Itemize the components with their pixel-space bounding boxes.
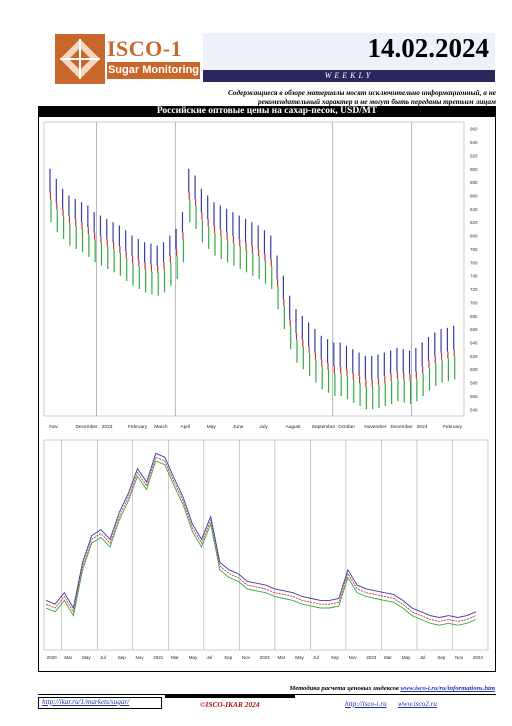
x-tick-label: 2021: [153, 655, 164, 660]
x-tick-label: February: [443, 424, 463, 430]
y-tick-label: 700: [470, 300, 478, 305]
x-tick-label: 2024: [473, 655, 484, 660]
series-line: [45, 460, 477, 626]
y-tick-label: 900: [470, 167, 478, 172]
x-tick-label: Mar: [278, 655, 286, 660]
plot-area: [43, 121, 465, 417]
y-tick-label: 760: [470, 260, 478, 265]
series-line: [45, 456, 477, 622]
x-tick-label: Sep: [331, 655, 340, 660]
y-tick-label: 600: [470, 367, 478, 372]
frequency-label: WEEKLY: [324, 71, 374, 80]
x-tick-label: Nov: [135, 655, 144, 660]
isco-link[interactable]: http://isco-i.ru: [345, 700, 387, 708]
x-tick-label: May: [295, 655, 304, 660]
x-tick-label: May: [82, 655, 91, 660]
series-line: [45, 452, 477, 618]
logo-name: ISCO-1: [107, 36, 183, 61]
x-tick-label: Sep: [437, 655, 446, 660]
y-tick-label: 560: [470, 394, 478, 399]
y-tick-label: 720: [470, 287, 478, 292]
y-tick-label: 580: [470, 381, 478, 386]
x-tick-label: Sep: [118, 655, 127, 660]
x-tick-label: Mar: [64, 655, 72, 660]
y-tick-label: 660: [470, 327, 478, 332]
x-tick-label: February: [128, 424, 148, 430]
y-tick-label: 880: [470, 180, 478, 185]
y-tick-label: 540: [470, 407, 478, 412]
isco2-link[interactable]: www.isco2.ru: [398, 700, 438, 708]
footer-accent-bar: [165, 695, 295, 698]
x-tick-label: Jul: [420, 655, 426, 660]
x-tick-label: May: [402, 655, 411, 660]
x-tick-label: Mar: [171, 655, 179, 660]
y-tick-label: 860: [470, 194, 478, 199]
x-tick-label: 2023: [102, 424, 113, 430]
footer-divider: [38, 694, 496, 695]
y-tick-label: 820: [470, 220, 478, 225]
x-tick-label: 2020: [47, 655, 58, 660]
copyright-text: ©ISCO-IKAR 2024: [200, 700, 260, 709]
y-tick-label: 800: [470, 234, 478, 239]
x-tick-label: Nov: [349, 655, 358, 660]
x-tick-label: July: [259, 424, 268, 430]
x-tick-label: December: [76, 424, 99, 430]
y-tick-label: 640: [470, 341, 478, 346]
x-tick-label: May: [207, 424, 217, 430]
frequency-bar: WEEKLY: [203, 70, 495, 82]
x-tick-label: September: [312, 424, 336, 430]
x-tick-label: Jul: [207, 655, 213, 660]
y-tick-label: 740: [470, 274, 478, 279]
x-tick-label: April: [181, 424, 191, 430]
x-tick-label: Nov: [242, 655, 251, 660]
methodology-text: Методика расчета ценовых индексов: [289, 685, 399, 692]
y-tick-label: 960: [470, 127, 478, 132]
report-date: 14.02.2024: [367, 33, 490, 63]
methodology-line: Методика расчета ценовых индексов www.is…: [270, 685, 495, 692]
methodology-link[interactable]: www.isco-i.ru/ru/informations.htm: [400, 685, 495, 692]
plot-area: [43, 439, 489, 651]
y-tick-label: 920: [470, 153, 478, 158]
y-tick-label: 940: [470, 140, 478, 145]
logo: ISCO-1 Sugar Monitoring: [55, 32, 200, 86]
x-tick-label: Nov: [49, 424, 58, 430]
price-range-chart: 960 940 920 900 880 860 840 820 800 780 760 740 720 7…: [43, 121, 478, 430]
x-tick-label: Sep: [224, 655, 233, 660]
x-tick-label: Jul: [100, 655, 106, 660]
y-tick-label: 620: [470, 354, 478, 359]
x-tick-label: 2024: [417, 424, 428, 430]
logo-diamond-icon: [55, 34, 105, 84]
y-tick-label: 680: [470, 314, 478, 319]
x-tick-label: June: [233, 424, 244, 430]
x-tick-label: October: [338, 424, 355, 430]
x-tick-label: May: [189, 655, 198, 660]
x-tick-label: December: [391, 424, 414, 430]
ikar-link[interactable]: http://ikar.ru/1/markets/sugar/: [42, 698, 130, 706]
x-tick-label: November: [364, 424, 387, 430]
y-tick-label: 780: [470, 247, 478, 252]
logo-tagline: Sugar Monitoring: [107, 62, 200, 79]
disclaimer-text: Содержащиеся в обзоре материалы носят ис…: [228, 88, 496, 106]
x-tick-label: Nov: [455, 655, 464, 660]
x-tick-label: Mar: [384, 655, 392, 660]
footer-url-box: [38, 697, 162, 709]
x-tick-label: March: [154, 424, 168, 430]
frame-title: Российские оптовые цены на сахар-песок, …: [38, 106, 496, 117]
x-tick-label: 2023: [366, 655, 377, 660]
y-tick-label: 840: [470, 207, 478, 212]
price-history-chart: 2020 Mar May Jul Sep Nov 2021 Mar May Jul Sep Nov 20…: [43, 439, 489, 660]
x-tick-label: 2022: [260, 655, 271, 660]
x-tick-label: Jul: [313, 655, 319, 660]
x-tick-label: August: [286, 424, 302, 430]
